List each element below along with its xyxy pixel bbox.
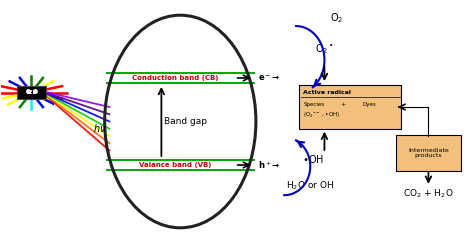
Text: O$_2$$^\bullet$: O$_2$$^\bullet$ bbox=[315, 42, 334, 56]
Text: h$^+$→: h$^+$→ bbox=[258, 159, 281, 171]
Text: Species: Species bbox=[303, 102, 324, 107]
Text: $\bullet$OH: $\bullet$OH bbox=[301, 153, 324, 165]
Text: LED: LED bbox=[26, 90, 36, 95]
Text: Valance band (VB): Valance band (VB) bbox=[139, 162, 212, 168]
Text: e$^-$→: e$^-$→ bbox=[258, 73, 280, 83]
Text: Band gap: Band gap bbox=[164, 117, 207, 126]
FancyBboxPatch shape bbox=[17, 86, 46, 99]
Text: (O$_2$$^{\bullet-}$ , $\bullet$OH): (O$_2$$^{\bullet-}$ , $\bullet$OH) bbox=[303, 111, 340, 120]
Text: Dyes: Dyes bbox=[362, 102, 376, 107]
Ellipse shape bbox=[105, 15, 256, 228]
Text: Intermediate
products: Intermediate products bbox=[408, 148, 449, 158]
FancyBboxPatch shape bbox=[396, 135, 461, 171]
Text: +: + bbox=[341, 102, 346, 107]
Text: Conduction band (CB): Conduction band (CB) bbox=[132, 75, 219, 81]
Text: O$_2$: O$_2$ bbox=[329, 11, 343, 25]
Text: H$_2$O or OH: H$_2$O or OH bbox=[286, 179, 334, 192]
FancyBboxPatch shape bbox=[300, 85, 401, 130]
Text: Active radical: Active radical bbox=[303, 90, 351, 95]
Text: $h\nu$: $h\nu$ bbox=[93, 122, 107, 134]
Text: CO$_2$ + H$_2$O: CO$_2$ + H$_2$O bbox=[403, 188, 454, 200]
